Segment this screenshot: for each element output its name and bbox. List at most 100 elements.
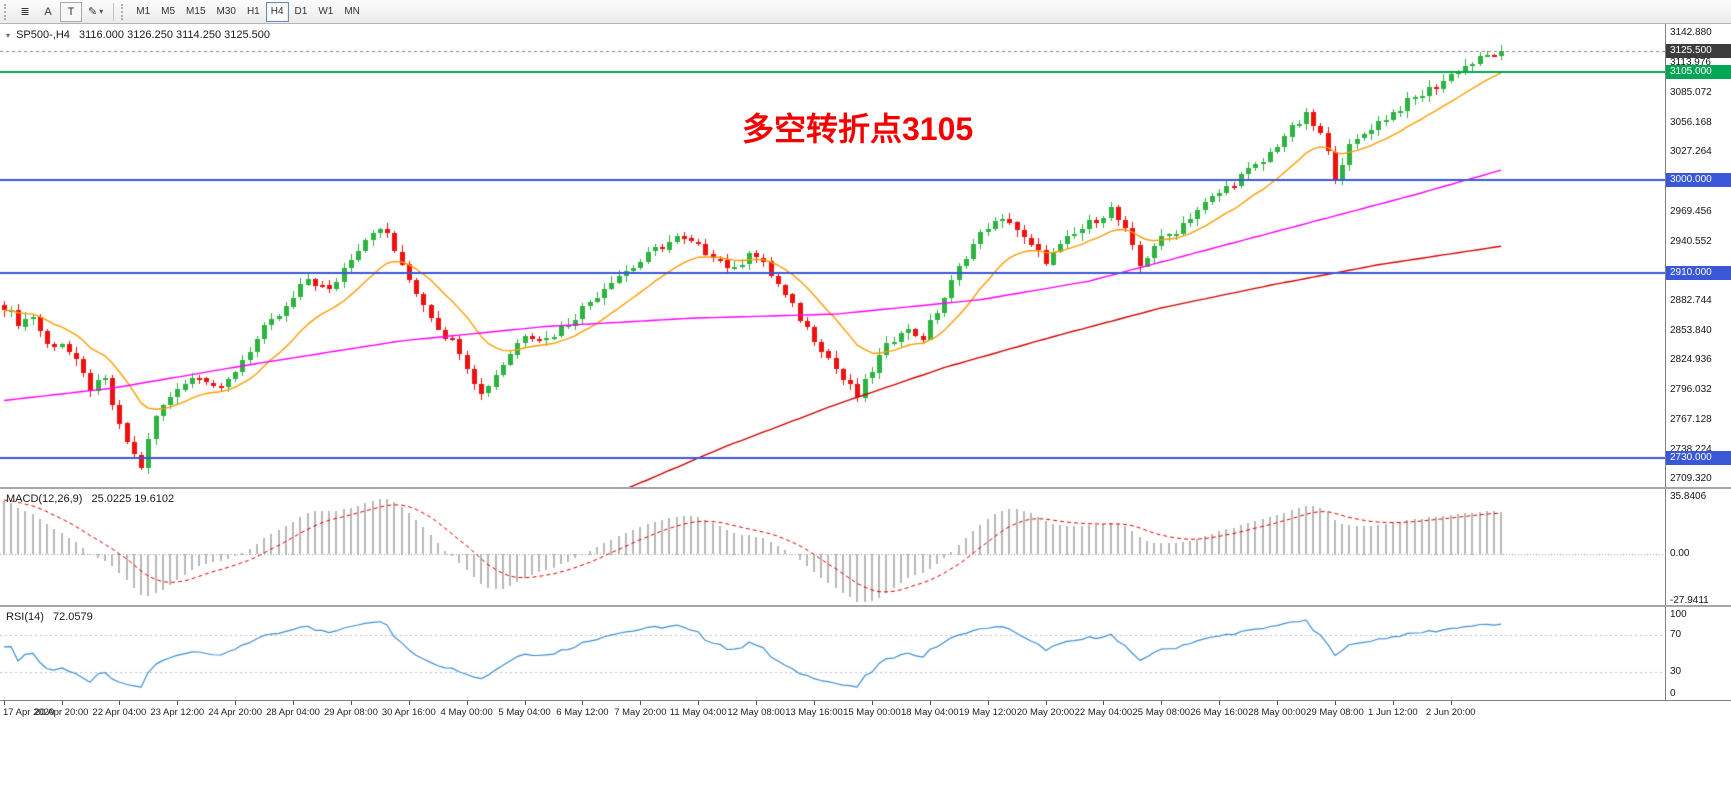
time-axis-label: 11 May 04:00 (669, 707, 727, 718)
time-axis-label: 12 May 08:00 (727, 707, 785, 718)
macd-header: MACD(12,26,9) 25.0225 19.6102 (6, 493, 174, 505)
chevron-down-icon: ▾ (99, 7, 104, 16)
main-chart-canvas[interactable] (0, 24, 1665, 489)
time-axis[interactable]: 17 Apr 2020 20 Apr 20:00 22 Apr 04:00 23 Ap… (0, 700, 1731, 722)
time-tick-mark (1161, 701, 1162, 705)
timeframe-button-m1[interactable]: M1 (131, 2, 155, 22)
timeframe-button-w1[interactable]: W1 (313, 2, 338, 22)
time-axis-label: 25 May 08:00 (1132, 707, 1191, 718)
time-tick-mark (872, 701, 873, 705)
panel-divider[interactable] (0, 605, 1731, 607)
level-price-badge: 2910.000 (1666, 265, 1731, 280)
chart-area: ▾ SP500-,H4 3116.000 3126.250 3114.250 3… (0, 24, 1731, 792)
macd-tick-label: 35.8406 (1670, 491, 1707, 502)
time-axis-label: 22 May 04:00 (1074, 707, 1133, 718)
chart-list-icon: ≣ (20, 6, 30, 18)
time-axis-label: 22 Apr 04:00 (92, 707, 147, 718)
price-tick-label: 2824.936 (1670, 354, 1712, 366)
time-axis-label: 4 May 00:00 (440, 707, 493, 718)
toolbar: ≣ A T ✎ ▾ M1 M5 M15 M30 H1 H4 D1 W1 MN (0, 0, 1731, 24)
rsi-indicator-canvas[interactable] (0, 607, 1665, 700)
time-tick-mark (1046, 701, 1047, 705)
chart-title: ▾ SP500-,H4 3116.000 3126.250 3114.250 3… (6, 29, 270, 41)
chart-menu-icon[interactable]: ▾ (6, 31, 11, 40)
timeframe-button-m5[interactable]: M5 (156, 2, 180, 22)
time-tick-mark (698, 701, 699, 705)
time-tick-mark (814, 701, 815, 705)
rsi-tick-label: 30 (1670, 666, 1682, 678)
time-tick-mark (1219, 701, 1220, 705)
macd-tick-label: -27.9411 (1670, 595, 1709, 606)
macd-indicator-canvas[interactable] (0, 489, 1665, 607)
price-tick-label: 2882.744 (1670, 295, 1712, 306)
price-tick-label: 3085.072 (1670, 86, 1712, 98)
price-tick-label: 2940.552 (1670, 235, 1712, 247)
time-axis-label: 5 May 04:00 (498, 707, 551, 718)
level-price-badge: 3105.000 (1666, 65, 1731, 80)
price-tick-label: 2796.032 (1670, 384, 1712, 396)
time-tick-mark (756, 701, 757, 705)
time-tick-mark (293, 701, 294, 705)
time-tick-mark (1451, 701, 1452, 705)
shapes-tool-button[interactable]: ✎ ▾ (83, 2, 108, 22)
text-label-tool-button[interactable]: T (60, 1, 82, 22)
timeframe-button-h1[interactable]: H1 (242, 2, 265, 22)
price-tick-label: 2853.840 (1670, 324, 1712, 336)
time-axis-label: 24 Apr 20:00 (208, 707, 263, 718)
time-tick-mark (62, 701, 63, 705)
time-axis-label: 13 May 16:00 (785, 707, 843, 718)
time-tick-mark (1103, 701, 1104, 705)
rsi-name: RSI(14) (6, 611, 44, 623)
toolbar-grip[interactable] (121, 3, 127, 20)
time-axis-label: 29 May 08:00 (1306, 707, 1364, 718)
macd-tick-label: 0.00 (1670, 548, 1690, 560)
timeframe-button-m30[interactable]: M30 (212, 2, 241, 22)
current-price-badge: 3125.500 (1666, 44, 1731, 59)
panel-divider[interactable] (0, 487, 1731, 489)
price-tick-label: 3056.168 (1670, 116, 1712, 128)
time-axis-label: 7 May 20:00 (614, 707, 667, 718)
time-axis-label: 15 May 00:00 (843, 707, 901, 718)
time-tick-mark (1277, 701, 1278, 705)
time-tick-mark (119, 701, 120, 705)
time-axis-label: 30 Apr 16:00 (381, 707, 436, 718)
time-axis-label: 23 Apr 12:00 (150, 707, 205, 718)
time-tick-mark (467, 701, 468, 705)
time-tick-mark (4, 701, 5, 705)
text-tool-button[interactable]: A (37, 2, 59, 22)
shapes-tool-icon: ✎ (88, 6, 98, 18)
level-price-badge: 3000.000 (1666, 173, 1731, 188)
price-tick-label: 2709.320 (1670, 473, 1712, 485)
time-axis-label: 19 May 12:00 (958, 707, 1017, 718)
rsi-tick-label: 100 (1670, 609, 1687, 620)
time-tick-mark (1393, 701, 1394, 705)
time-axis-label: 20 Apr 20:00 (34, 707, 89, 718)
rsi-tick-label: 0 (1670, 688, 1676, 699)
macd-values: 25.0225 19.6102 (91, 493, 175, 505)
chart-annotation[interactable]: 多空转折点3105 (742, 111, 974, 147)
time-axis-label: 29 Apr 08:00 (323, 707, 378, 718)
macd-name: MACD(12,26,9) (6, 493, 83, 505)
timeframe-button-m15[interactable]: M15 (181, 2, 210, 22)
timeframe-button-d1[interactable]: D1 (290, 2, 313, 22)
level-price-badge: 2730.000 (1666, 451, 1731, 466)
time-axis-label: 20 May 20:00 (1016, 707, 1075, 718)
price-tick-label: 3142.880 (1670, 27, 1712, 39)
time-axis-label: 18 May 04:00 (900, 707, 959, 718)
toolbar-separator (113, 2, 115, 21)
toolbar-grip[interactable] (4, 3, 10, 20)
time-axis-label: 6 May 12:00 (556, 707, 609, 718)
rsi-tick-label: 70 (1670, 628, 1682, 640)
timeframe-button-h4[interactable]: H4 (265, 1, 289, 22)
rsi-header: RSI(14) 72.0579 (6, 611, 93, 623)
tool-group: ≣ A T ✎ ▾ (14, 1, 108, 22)
timeframe-button-mn[interactable]: MN (339, 2, 365, 22)
price-tick-label: 2738.224 (1670, 443, 1712, 455)
rsi-value: 72.0579 (52, 611, 93, 623)
time-tick-mark (351, 701, 352, 705)
price-scale[interactable]: 3142.880 3113.976 3085.072 3056.168 3027.264… (1665, 24, 1731, 700)
price-tick-label: 3113.976 (1670, 57, 1711, 69)
time-tick-mark (1335, 701, 1336, 705)
chart-list-button[interactable]: ≣ (14, 2, 36, 22)
